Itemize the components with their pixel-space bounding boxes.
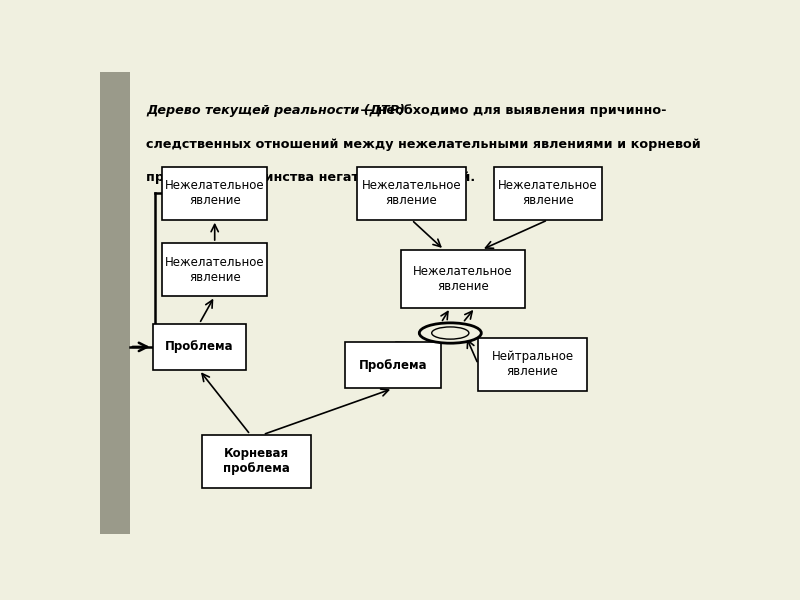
- Text: Дерево текущей реальности (ДТР): Дерево текущей реальности (ДТР): [146, 104, 406, 118]
- Text: Нежелательное
явление: Нежелательное явление: [498, 179, 598, 207]
- Text: Нейтральное
явление: Нейтральное явление: [491, 350, 574, 378]
- Text: Нежелательное
явление: Нежелательное явление: [165, 256, 265, 284]
- Text: Нежелательное
явление: Нежелательное явление: [165, 179, 265, 207]
- Text: причины большинства негативных явлений.: причины большинства негативных явлений.: [146, 171, 476, 184]
- Text: Корневая
проблема: Корневая проблема: [223, 447, 290, 475]
- Bar: [100, 72, 130, 534]
- Text: Нежелательное
явление: Нежелательное явление: [413, 265, 513, 293]
- Ellipse shape: [419, 323, 482, 343]
- Text: Проблема: Проблема: [358, 359, 427, 372]
- FancyBboxPatch shape: [494, 167, 602, 220]
- FancyBboxPatch shape: [202, 434, 310, 488]
- FancyBboxPatch shape: [478, 338, 586, 391]
- Text: — необходимо для выявления причинно-: — необходимо для выявления причинно-: [356, 104, 666, 118]
- FancyBboxPatch shape: [345, 342, 441, 388]
- FancyBboxPatch shape: [401, 250, 525, 308]
- FancyBboxPatch shape: [162, 243, 267, 296]
- FancyBboxPatch shape: [358, 167, 466, 220]
- FancyBboxPatch shape: [162, 167, 267, 220]
- Text: следственных отношений между нежелательными явлениями и корневой: следственных отношений между нежелательн…: [146, 137, 702, 151]
- FancyBboxPatch shape: [153, 324, 246, 370]
- Text: Проблема: Проблема: [165, 340, 234, 353]
- Text: Нежелательное
явление: Нежелательное явление: [362, 179, 462, 207]
